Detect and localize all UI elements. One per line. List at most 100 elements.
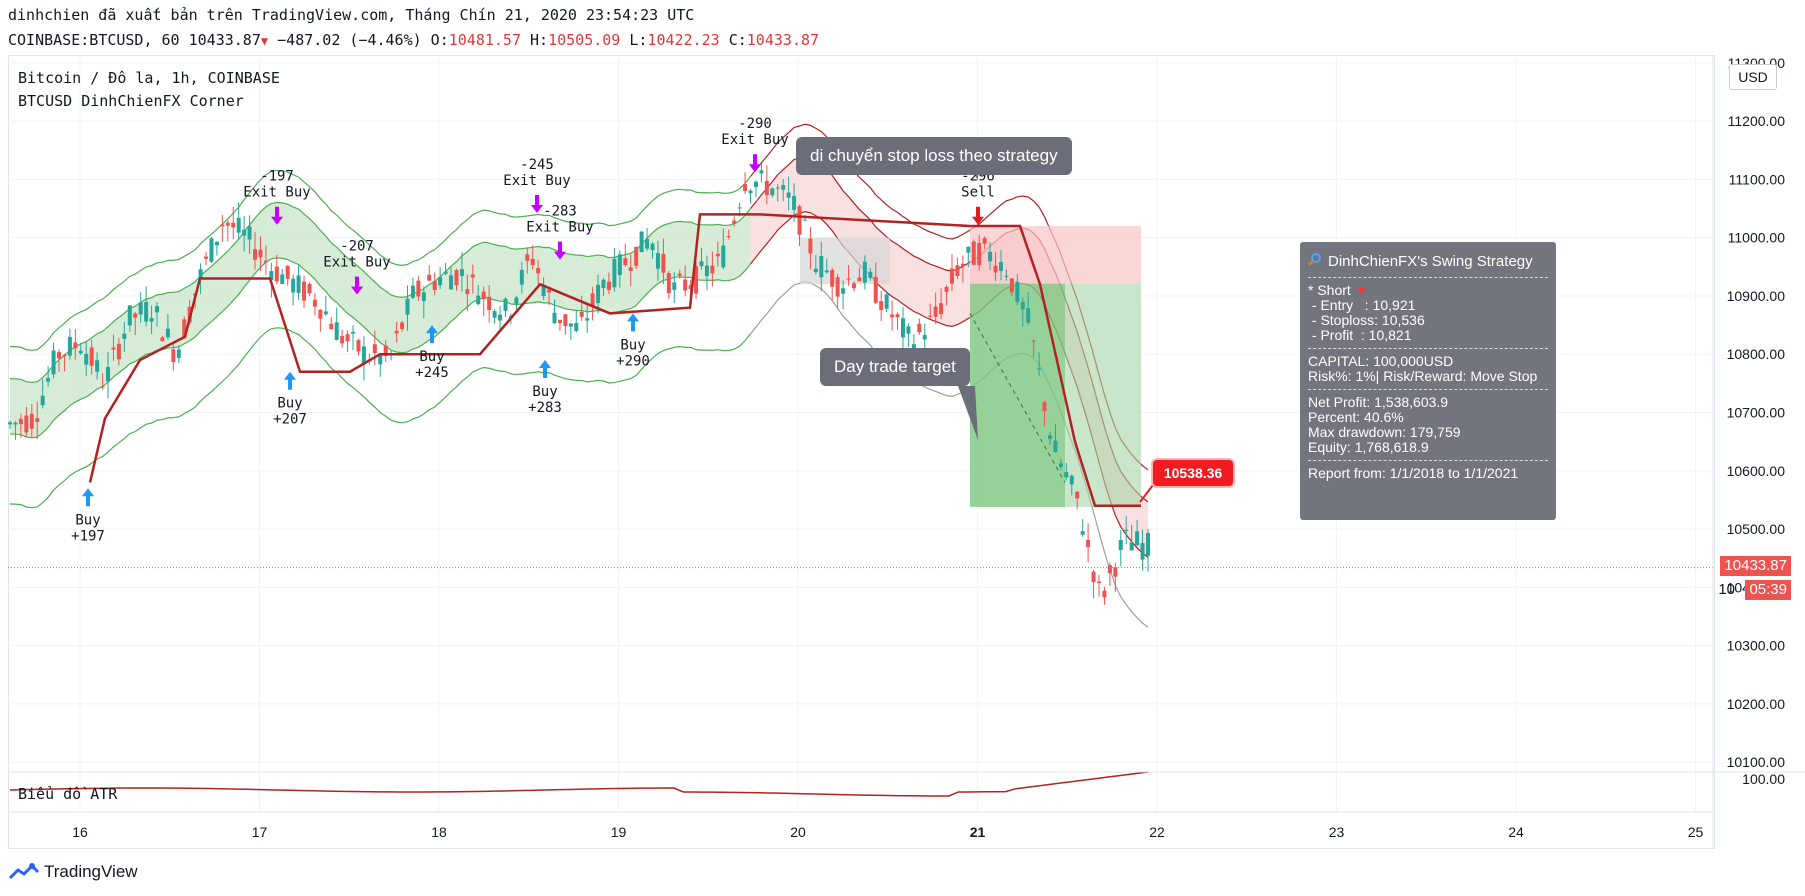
signal-label: Exit Buy [323,255,390,271]
price-tick-label: 10600.00 [1727,463,1786,479]
candle-body [1037,368,1042,370]
currency-button[interactable]: USD [1729,64,1777,90]
tradingview-brand[interactable]: TradingView [8,862,138,882]
target-price-flag: 10538.36 [1153,460,1233,486]
candle-body [1042,402,1047,412]
change-value: −487.02 (−4.46%) [277,31,422,49]
price-tick-label: 11200.00 [1728,113,1786,129]
candle-body [269,271,274,281]
short-triangle-icon: ▼ [1354,282,1369,298]
candle-body [568,323,573,327]
candle-body [345,334,350,342]
legend-indicator: BTCUSD DinhChienFX Corner [18,92,244,110]
candle-body [590,293,595,307]
price-tick-label: 10300.00 [1727,638,1786,654]
candle-body [851,283,856,289]
time-tick-label: 17 [252,824,268,840]
grey-zone [800,237,890,285]
signal-label: Buy [532,384,557,400]
atr-scale-label: 100.00 [1742,771,1785,787]
candle-body [547,289,552,293]
sell-arrow-icon [972,206,984,225]
buy-arrow-icon [539,360,551,379]
candle-body [579,311,584,317]
candle-body [1124,529,1129,531]
candle-body [846,278,851,280]
candle-body [1107,565,1112,573]
candle-body [628,267,633,271]
candle-body [225,222,230,226]
signal-value: -245 [520,157,554,173]
candle-body [884,294,889,309]
exit-arrow-icon [351,276,363,295]
candle-body [231,222,236,228]
stop-zone [970,226,1141,284]
candle-body [982,238,987,244]
panel-title: DinhChienFX's Swing Strategy [1308,250,1548,272]
candle-body [1096,581,1101,583]
candle-body [405,298,410,315]
candle-body [922,334,927,340]
strategy-panel: DinhChienFX's Swing Strategy * Short ▼ -… [1300,242,1556,520]
candle-body [557,319,562,324]
open-value: 10481.57 [448,31,521,49]
candle-body [361,346,366,364]
candle-body [634,246,639,266]
ohlc-bar: COINBASE:BTCUSD, 60 10433.87▼ −487.02 (−… [8,31,819,49]
time-tick-label: 18 [431,824,447,840]
candle-body [280,274,285,284]
candle-body [122,333,127,339]
candle-body [1129,542,1134,551]
candle-body [1031,340,1036,342]
high-value: 10505.09 [548,31,621,49]
signal-label: Buy [620,337,645,353]
candle-body [378,355,383,365]
candle-body [704,265,709,277]
candle-body [24,415,29,433]
candle-body [214,241,219,246]
candle-body [688,285,693,290]
candle-body [895,314,900,318]
signal-value: -290 [738,116,772,132]
buy-arrow-icon [627,313,639,332]
candle-body [939,303,944,315]
bull-band-fill [10,202,751,438]
signal-label: Sell [961,185,995,201]
band-outer-upper [9,169,751,351]
candle-body [296,275,301,293]
candle-body [62,355,67,357]
candle-body [73,342,78,349]
candle-body [13,422,18,425]
last-price-marker: 10433.87 [1720,556,1791,576]
candle-body [1069,475,1074,485]
atr-pane-label: Biểu đồ ATR [18,785,118,803]
trailing-stop [88,213,1141,507]
candle-body [841,288,846,294]
price-tick-label: 10200.00 [1727,696,1786,712]
candle-body [449,275,454,290]
drawdown-row: Max drawdown: 179,759 [1308,424,1461,440]
candle-body [933,306,938,317]
percent-row: Percent: 40.6% [1308,409,1404,425]
buy-arrow-icon [82,488,94,507]
risk-row: Risk%: 1%| Risk/Reward: Move Stop [1308,368,1538,384]
time-tick-label: 24 [1508,824,1524,840]
candle-body [1015,281,1020,302]
signal-label: Exit Buy [721,132,788,148]
stoploss-row: - Stoploss: 10,536 [1308,312,1425,328]
signal-label: Buy [277,396,302,412]
candle-body [182,319,187,339]
signal-value: +283 [528,400,562,416]
candle-body [127,305,132,326]
candle-body [601,279,606,289]
candle-body [340,335,345,344]
candle-body [394,330,399,334]
candle-body [291,278,296,293]
candle-body [465,289,470,294]
low-value: 10422.23 [647,31,720,49]
candle-body [1140,542,1145,560]
candle-body [149,318,154,322]
candle-body [928,315,933,317]
band-upper-green [9,201,751,383]
low-label: L: [629,31,648,49]
